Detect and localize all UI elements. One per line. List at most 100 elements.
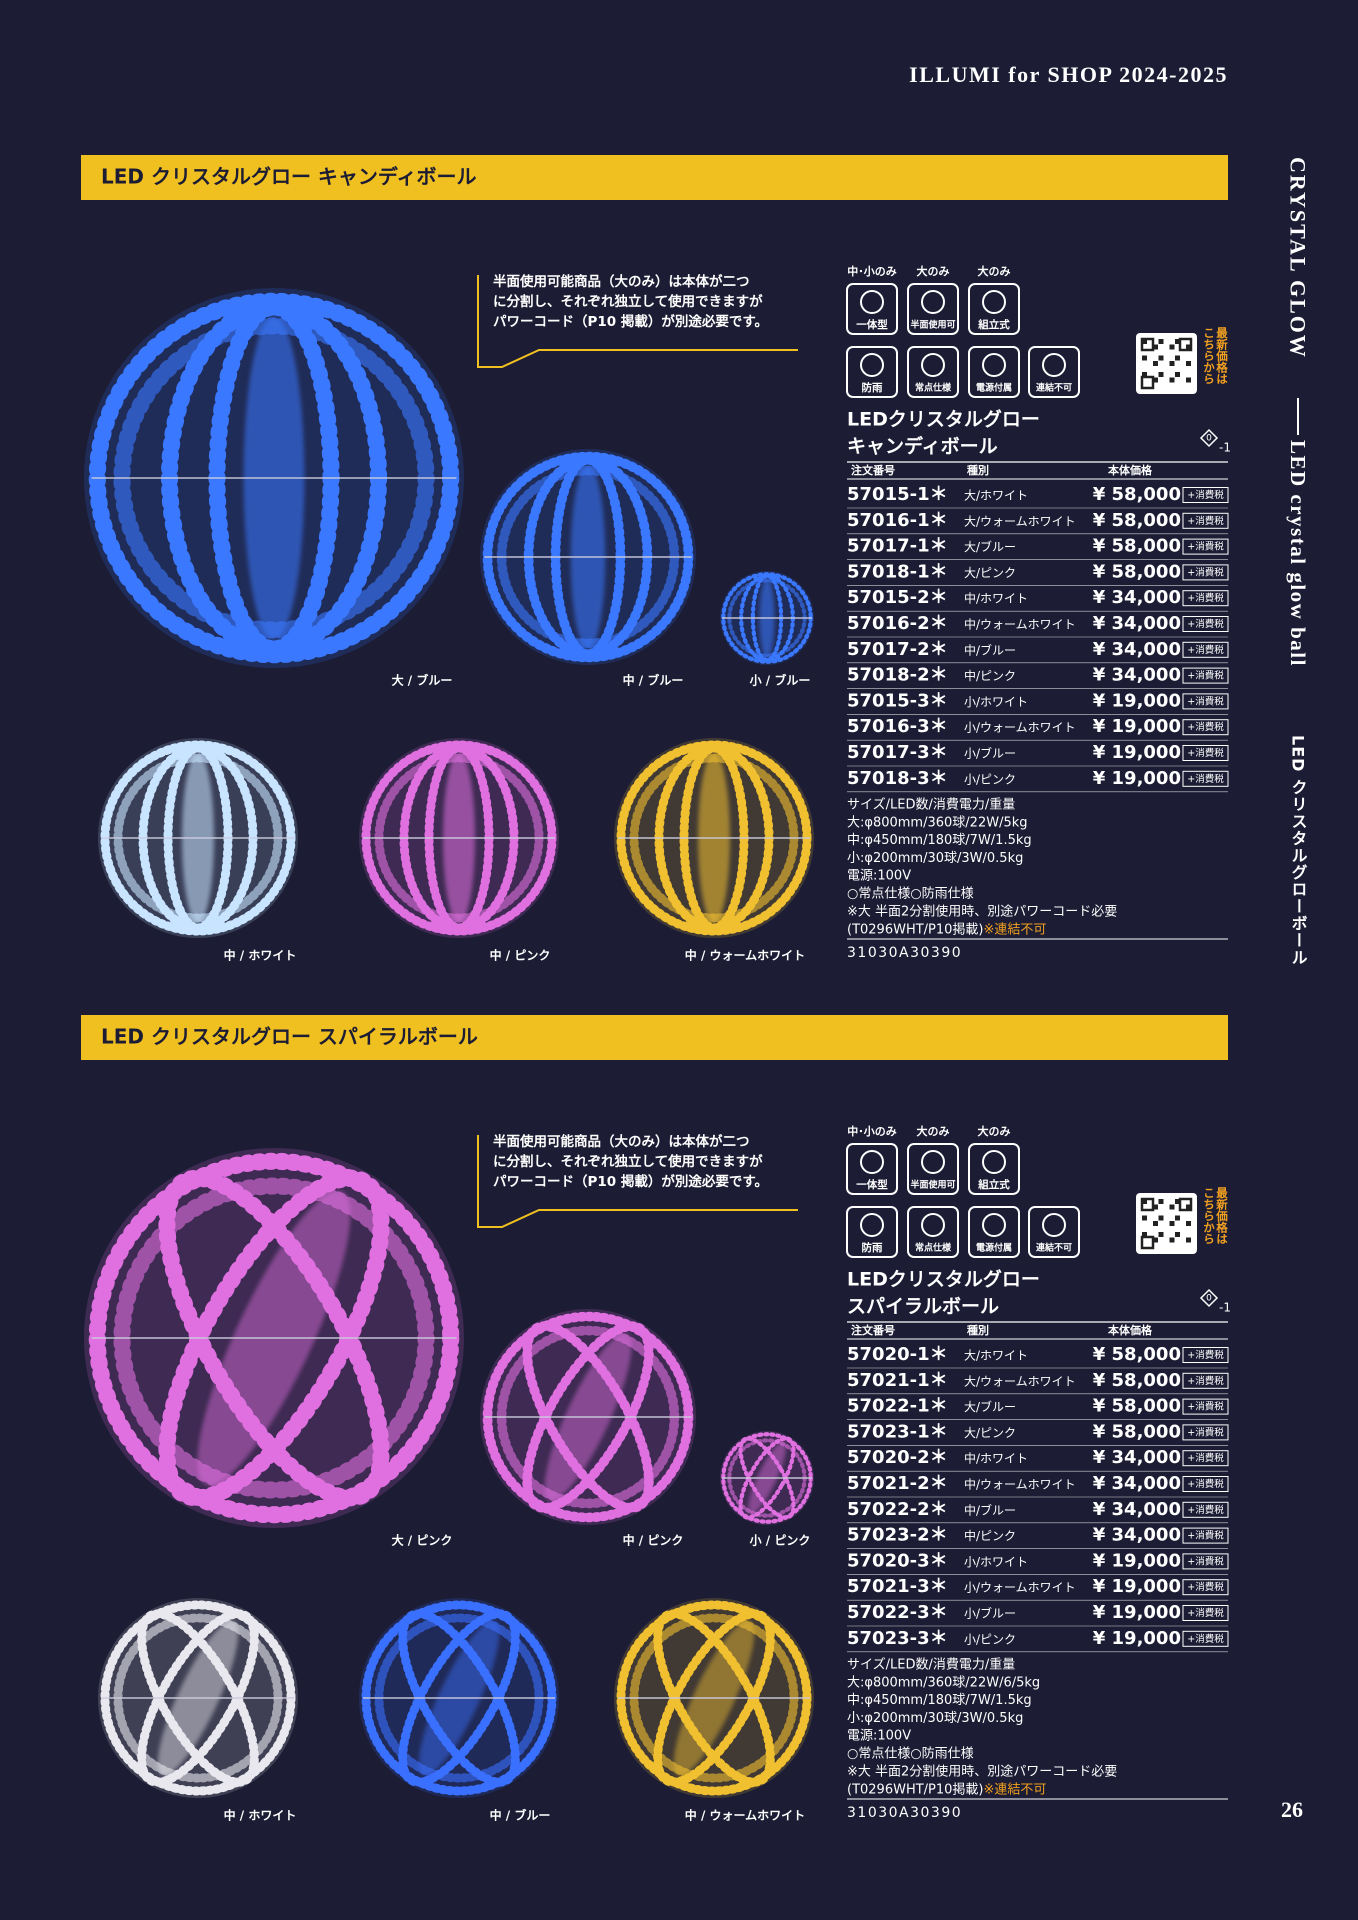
icon-scope: 中･小のみ [847,1124,897,1138]
price: ¥ 58,000 [1093,561,1181,582]
table-header: 種別 [967,1323,989,1337]
tax-box [1182,719,1229,736]
icon-label: 半面使用可 [910,1179,955,1191]
price: ¥ 58,000 [1093,510,1181,531]
tax-note: +消費税 [1187,747,1224,759]
tax-note: +消費税 [1187,515,1224,527]
qr-cell [1153,344,1158,350]
qr-finder [1140,375,1155,390]
order-code: 57016-3＊ [847,716,948,737]
tax-box [1182,1630,1229,1647]
photo-caption: 中 / ピンク [623,1533,684,1548]
icon-symbol [921,353,945,377]
qr-cell [1169,1237,1175,1243]
spec-warning: ※連結不可 [984,922,1047,937]
icon-symbol [1042,1213,1066,1237]
qr-cell [1175,339,1180,344]
table-header: 注文番号 [851,1323,895,1337]
icon-symbol [982,290,1006,314]
note-bubble [477,275,798,368]
order-code: 57018-2＊ [847,665,948,686]
ball-spiral [653,1609,775,1787]
page-number: 26 [1281,1797,1303,1822]
qr-cell [1158,355,1164,361]
icon-symbol [921,1213,945,1237]
qr-bg [1136,1193,1197,1254]
light-ball [720,1431,814,1525]
badge-icon: 0 [1206,1294,1212,1304]
product-type: 中/ピンク [964,1528,1016,1543]
ball-spiral [522,1321,654,1513]
product-type: 中/ホワイト [964,591,1028,606]
note-line: 半面使用可能商品（大のみ）は本体が二つ [493,1133,750,1150]
qr-cell [1186,377,1191,383]
spec-line: ○常点仕様○防雨仕様 [847,1746,974,1762]
icon-label: 一体型 [856,318,888,331]
icon-scope: 大のみ [917,1124,950,1138]
tax-note: +消費税 [1187,1581,1224,1593]
qr-cell [1186,1221,1191,1226]
price: ¥ 58,000 [1093,1396,1181,1417]
tax-box [1182,487,1229,503]
table-header: 注文番号 [851,463,895,477]
tax-box [1182,1372,1229,1389]
spec-line: 電源:100V [847,869,911,884]
badge-diamond [1199,1288,1219,1308]
header-title: ILLUMI for SHOP 2024-2025 [909,62,1228,87]
order-code: 57016-2＊ [847,613,948,634]
ball-spiral [158,1169,390,1507]
qr-cell [1186,1204,1191,1210]
qr-cell [1175,355,1180,361]
photo-caption: 中 / ブルー [490,1808,551,1823]
icon-box [907,1206,959,1258]
tax-box [1182,564,1229,581]
qr-finder [1140,1235,1155,1250]
tax-note: +消費税 [1187,618,1224,630]
icon-label: 組立式 [977,318,1010,331]
note-line: に分割し、それぞれ独立して使用できますが [493,1153,763,1170]
tax-note: +消費税 [1187,644,1224,656]
table-header: 種別 [967,463,989,477]
icon-box [1028,1206,1080,1258]
tax-note: +消費税 [1187,773,1224,785]
photo-caption: 小 / ブルー [750,673,811,688]
tax-note: +消費税 [1187,1452,1224,1464]
spec-warning: ※連結不可 [984,1782,1047,1797]
qr-cell [1142,1232,1147,1237]
tax-note: +消費税 [1187,489,1224,501]
tax-box [1182,693,1229,710]
qr-bg [1136,333,1197,394]
icon-symbol [982,353,1006,377]
icon-symbol [860,353,884,377]
ball-spiral [738,1436,796,1520]
spec-line: 中:φ450mm/180球/7W/1.5kg [847,833,1032,848]
spec-text: (T0296WHT/P10掲載) [847,1781,984,1797]
icon-label: 常点仕様 [915,382,952,394]
photo-caption: 中 / ホワイト [224,1808,297,1823]
product-type: 小/ピンク [964,1632,1016,1646]
ball-spiral [398,1609,520,1787]
qr-cell [1142,1199,1147,1204]
qr-label: こちらから [1202,327,1216,385]
icon-label: 電源付属 [976,382,1012,394]
tax-note: +消費税 [1187,1426,1224,1438]
product-type: 中/ピンク [964,668,1016,683]
order-code: 57016-1＊ [847,510,948,531]
order-code: 57021-3＊ [847,1576,948,1597]
icon-label: 一体型 [856,1178,888,1191]
icon-box [968,1206,1020,1258]
tax-box [1182,1527,1229,1544]
photo-caption: 中 / ウォームホワイト [685,1808,805,1823]
price: ¥ 58,000 [1093,484,1181,505]
product-name: キャンディボール [847,435,998,458]
tax-box [1182,745,1229,761]
product-type: 大/ピンク [964,566,1016,580]
tax-box [1182,1424,1229,1441]
qr-cell [1186,1237,1191,1243]
product-type: 小/ホワイト [964,695,1028,709]
product-type: 大/ホワイト [964,489,1028,503]
order-code: 57015-2＊ [847,587,948,608]
tax-note: +消費税 [1187,541,1224,553]
icon-scope: 大のみ [917,264,950,278]
